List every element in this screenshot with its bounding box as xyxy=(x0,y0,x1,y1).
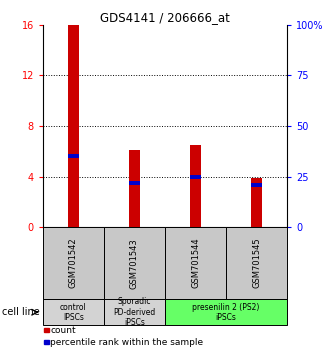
Bar xyxy=(129,150,140,227)
Bar xyxy=(190,145,201,227)
Bar xyxy=(251,178,262,227)
Bar xyxy=(190,175,201,178)
Text: GSM701545: GSM701545 xyxy=(252,238,261,289)
Bar xyxy=(44,340,49,344)
Text: Sporadic
PD-derived
iPSCs: Sporadic PD-derived iPSCs xyxy=(113,297,156,327)
Text: GSM701544: GSM701544 xyxy=(191,238,200,289)
Bar xyxy=(251,183,262,187)
Bar xyxy=(129,181,140,185)
Text: control
IPSCs: control IPSCs xyxy=(60,303,87,322)
Title: GDS4141 / 206666_at: GDS4141 / 206666_at xyxy=(100,11,230,24)
Text: percentile rank within the sample: percentile rank within the sample xyxy=(50,338,203,347)
Text: cell line: cell line xyxy=(2,307,40,317)
Bar xyxy=(44,329,49,332)
Bar xyxy=(165,299,287,325)
Bar xyxy=(68,25,79,227)
Text: presenilin 2 (PS2)
iPSCs: presenilin 2 (PS2) iPSCs xyxy=(192,303,260,322)
Bar xyxy=(104,299,165,325)
Bar xyxy=(104,227,165,299)
Bar xyxy=(43,227,104,299)
Bar xyxy=(43,299,104,325)
Bar xyxy=(226,227,287,299)
Text: GSM701543: GSM701543 xyxy=(130,238,139,289)
Bar xyxy=(68,154,79,158)
Bar xyxy=(165,227,226,299)
Text: GSM701542: GSM701542 xyxy=(69,238,78,289)
Text: count: count xyxy=(50,326,76,335)
